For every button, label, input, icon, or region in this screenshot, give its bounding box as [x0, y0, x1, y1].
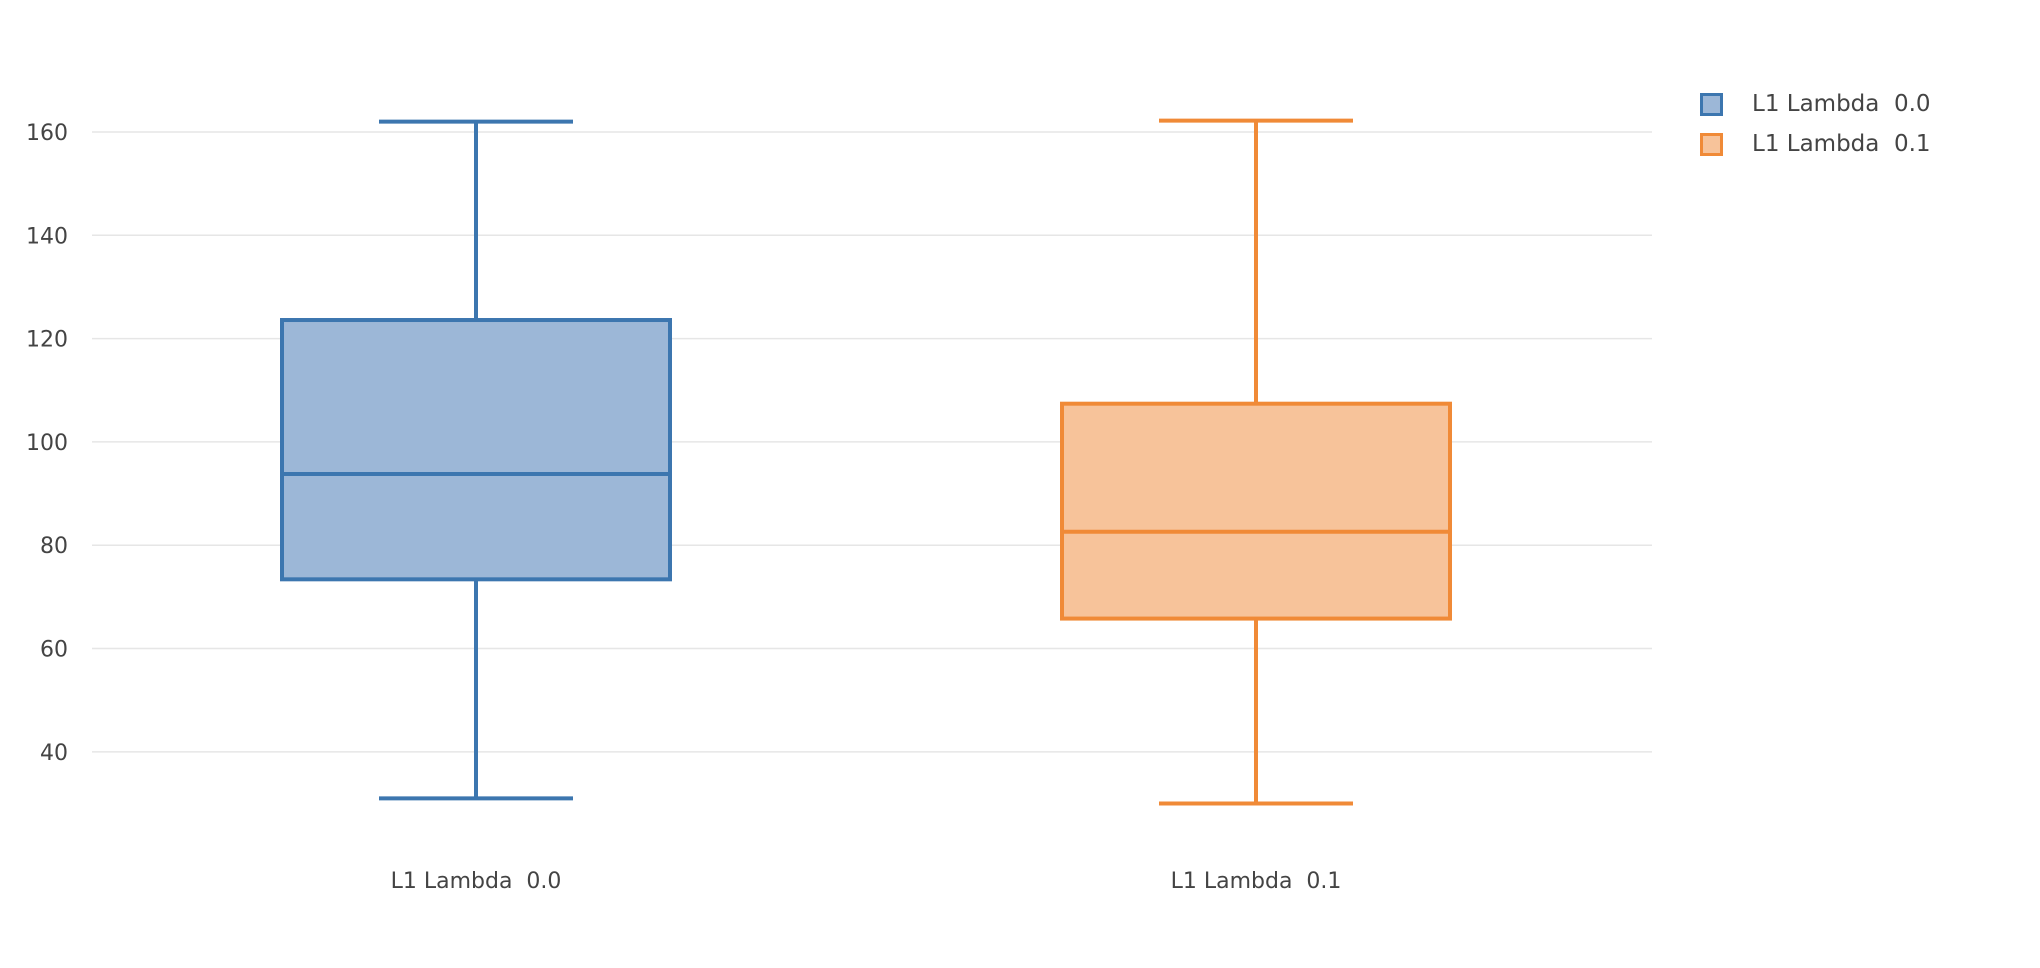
- iqr-box: [1060, 401, 1452, 621]
- y-tick-label: 100: [26, 431, 68, 456]
- box-1: [280, 119, 672, 801]
- legend-item[interactable]: L1 Lambda 0.1: [1700, 124, 1931, 164]
- legend: L1 Lambda 0.0 L1 Lambda 0.1: [1700, 84, 1931, 164]
- legend-swatch: [1700, 132, 1723, 156]
- y-tick-label: 140: [26, 224, 68, 249]
- x-tick-label: L1 Lambda 0.1: [1171, 869, 1342, 894]
- y-tick-label: 120: [26, 328, 68, 353]
- legend-label: L1 Lambda 0.1: [1752, 131, 1931, 157]
- iqr-box: [280, 318, 672, 582]
- y-tick-label: 40: [40, 741, 68, 766]
- box-2: [1060, 118, 1452, 806]
- x-axis-ticks: L1 Lambda 0.0 L1 Lambda 0.1: [391, 869, 1342, 894]
- legend-label: L1 Lambda 0.0: [1752, 91, 1931, 117]
- legend-item[interactable]: L1 Lambda 0.0: [1700, 84, 1931, 124]
- x-tick-label: L1 Lambda 0.0: [391, 869, 562, 894]
- legend-swatch: [1700, 92, 1723, 116]
- y-tick-label: 160: [26, 121, 68, 146]
- y-tick-label: 80: [40, 534, 68, 559]
- y-tick-label: 60: [40, 638, 68, 663]
- boxes: [280, 118, 1452, 806]
- y-axis-ticks: 40 60 80 100 120 140 160: [26, 121, 68, 766]
